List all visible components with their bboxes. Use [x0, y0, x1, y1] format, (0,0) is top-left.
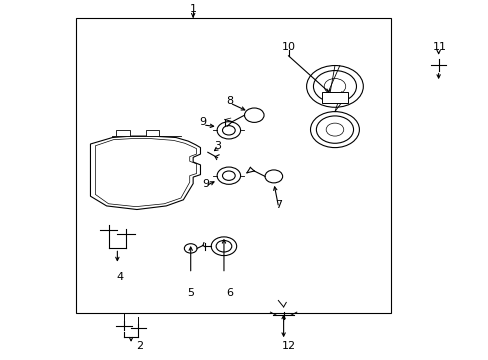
Text: 6: 6: [226, 288, 233, 298]
Text: 10: 10: [281, 42, 295, 52]
Text: 1: 1: [189, 4, 196, 14]
Polygon shape: [90, 136, 200, 210]
Text: 4: 4: [116, 272, 123, 282]
Bar: [76, 18, 390, 313]
Text: 9: 9: [199, 117, 206, 127]
Text: 8: 8: [226, 96, 233, 106]
Bar: [145, 130, 159, 136]
Bar: [116, 130, 129, 136]
Text: 9: 9: [202, 179, 208, 189]
Text: 2: 2: [136, 341, 142, 351]
Text: 3: 3: [214, 141, 221, 151]
Text: 7: 7: [275, 200, 282, 210]
Text: 11: 11: [432, 42, 446, 52]
Bar: [321, 92, 347, 103]
Text: 5: 5: [187, 288, 194, 298]
Text: 12: 12: [281, 341, 295, 351]
